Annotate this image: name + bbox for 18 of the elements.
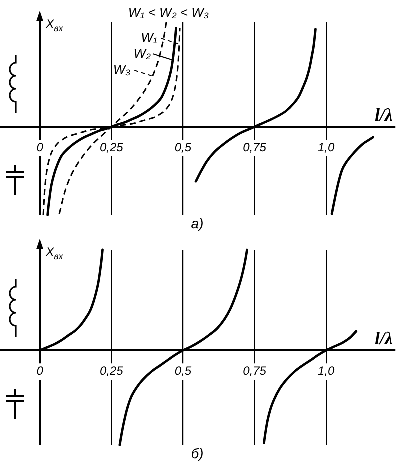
x-tick-label: 0,25	[100, 140, 124, 155]
text: а)	[191, 215, 204, 232]
x-tick-label: 0	[36, 140, 44, 155]
x-tick-label: 0,5	[174, 364, 192, 378]
x-tick-label: 0,25	[100, 364, 124, 378]
x-tick-label: 1,0	[318, 140, 335, 155]
x-tick-label: 0,5	[174, 140, 192, 155]
x-axis-title: l/λ	[375, 105, 394, 125]
x-tick-label: 0	[36, 364, 44, 378]
text: W₁ < W₂ < W₃	[128, 5, 210, 20]
x-tick-label: 0,75	[243, 140, 267, 155]
legend-label: W₂	[134, 46, 151, 61]
x-tick-label: 0,75	[243, 364, 267, 378]
legend-label: W₁	[141, 30, 158, 45]
text: б)	[191, 445, 204, 462]
x-tick-label: 1,0	[318, 364, 335, 378]
legend-label: W₃	[113, 62, 131, 77]
x-axis-title: l/λ	[375, 328, 394, 349]
